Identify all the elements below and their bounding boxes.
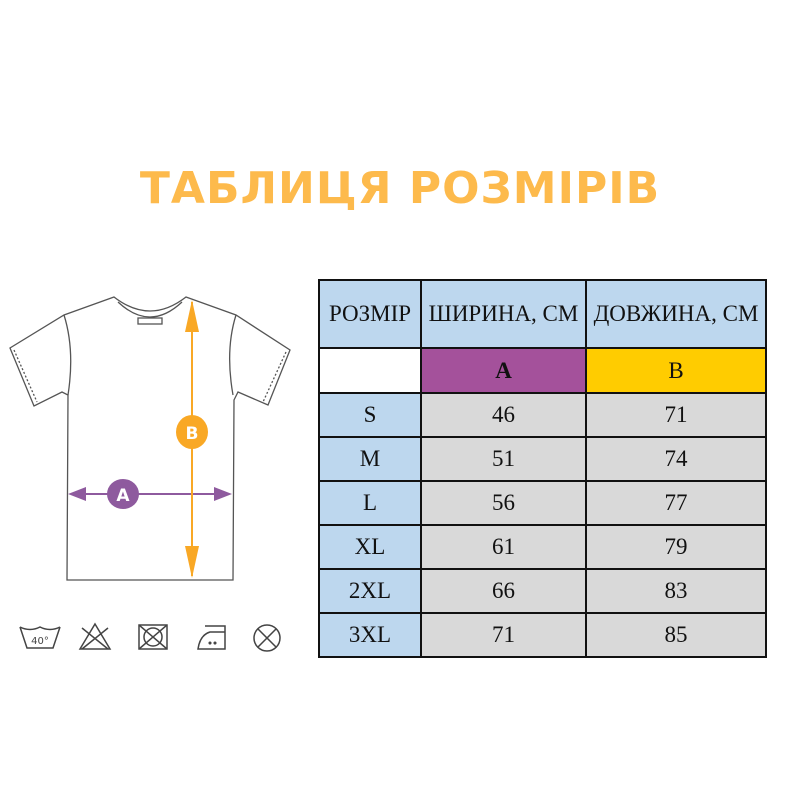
- width-cell: 71: [420, 612, 587, 658]
- tshirt-measurement-diagram: A B: [9, 296, 291, 581]
- size-table: РОЗМІР ШИРИНА, СМ ДОВЖИНА, СМ A B S 46 71 M…: [318, 279, 767, 658]
- size-cell: S: [318, 392, 422, 438]
- table-row: XL 61 79: [318, 524, 767, 570]
- length-cell: 74: [585, 436, 767, 482]
- length-cell: 71: [585, 392, 767, 438]
- table-row: S 46 71: [318, 392, 767, 438]
- no-tumble-dry-icon: [138, 624, 168, 650]
- header-size: РОЗМІР: [318, 279, 422, 349]
- table-header-row: РОЗМІР ШИРИНА, СМ ДОВЖИНА, СМ: [318, 279, 767, 349]
- length-cell: 79: [585, 524, 767, 570]
- width-cell: 46: [420, 392, 587, 438]
- size-cell: L: [318, 480, 422, 526]
- no-dry-clean-icon: [253, 624, 281, 652]
- size-cell: 3XL: [318, 612, 422, 658]
- iron-low-icon: [197, 625, 226, 650]
- table-row: L 56 77: [318, 480, 767, 526]
- width-cell: 51: [420, 436, 587, 482]
- no-bleach-icon: [78, 622, 112, 650]
- label-a: A: [116, 486, 130, 506]
- marker-a: A: [420, 347, 587, 394]
- width-cell: 61: [420, 524, 587, 570]
- table-row: 3XL 71 85: [318, 612, 767, 658]
- header-length: ДОВЖИНА, СМ: [585, 279, 767, 349]
- size-cell: XL: [318, 524, 422, 570]
- width-cell: 66: [420, 568, 587, 614]
- care-symbols: 40°: [19, 622, 281, 652]
- svg-text:40°: 40°: [31, 636, 49, 647]
- size-cell: M: [318, 436, 422, 482]
- table-row: M 51 74: [318, 436, 767, 482]
- length-cell: 83: [585, 568, 767, 614]
- header-width: ШИРИНА, СМ: [420, 279, 587, 349]
- marker-empty: [318, 347, 422, 394]
- width-cell: 56: [420, 480, 587, 526]
- size-cell: 2XL: [318, 568, 422, 614]
- measurement-a: A: [68, 479, 232, 509]
- wash-40-icon: 40°: [19, 626, 61, 649]
- measurement-b: B: [176, 300, 208, 578]
- length-cell: 77: [585, 480, 767, 526]
- marker-b: B: [585, 347, 767, 394]
- table-row: 2XL 66 83: [318, 568, 767, 614]
- tshirt-outline-icon: [9, 296, 291, 581]
- page-title: ТАБЛИЦЯ РОЗМІРІВ: [139, 163, 661, 214]
- length-cell: 85: [585, 612, 767, 658]
- label-b: B: [186, 424, 199, 444]
- table-marker-row: A B: [318, 347, 767, 394]
